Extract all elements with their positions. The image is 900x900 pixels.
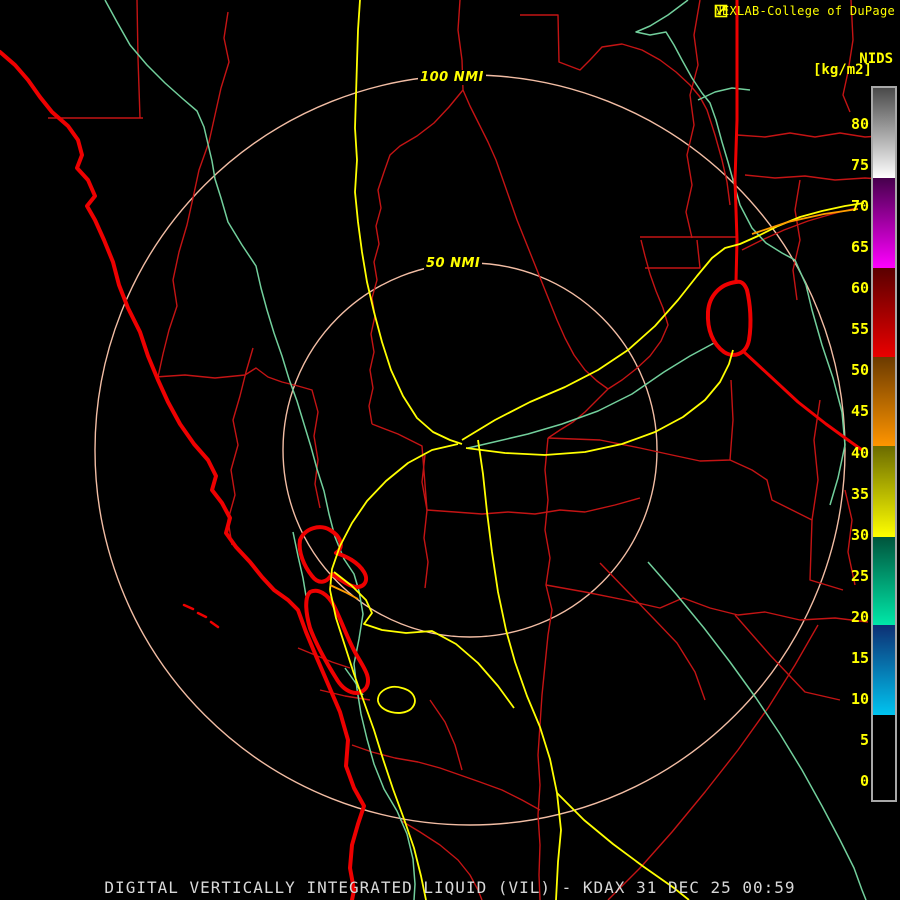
colorbar-segment [873,715,895,800]
range-ring-100nmi [94,74,846,826]
colorbar-tick: 70 [850,197,869,216]
state-border [733,0,739,284]
lake-tahoe [705,279,753,357]
colorbar-segment [873,445,895,537]
colorbar-tick: 45 [850,402,869,421]
product-caption: DIGITAL VERTICALLY INTEGRATED LIQUID (VI… [104,878,796,897]
colorbar-tick: 0 [859,772,869,790]
range-rings [94,74,846,826]
colorbar-tick: 60 [850,279,869,298]
brand-header: NEXLAB-College of DuPage [714,4,895,18]
county-boundaries [48,0,896,900]
colorbar-tick: 80 [850,115,869,133]
pacific-coastline [0,50,366,900]
colorbar-tick: 25 [850,566,869,585]
colorbar-tick: 50 [850,361,869,380]
colorbar-tick: 10 [850,689,869,708]
colorbar-segment [873,357,895,446]
colorbar-tick: 40 [850,443,869,462]
range-ring-label-50nmi: 50 NMI [424,256,482,271]
colorbar-tick: 65 [850,238,869,257]
vil-colorbar [871,85,897,802]
colorbar-segment [873,624,895,716]
san-francisco-bay [297,525,369,589]
colorbar-segment [873,268,895,358]
highways [329,0,865,900]
colorbar-segment [873,536,895,625]
brand-text: NEXLAB-College of DuPage [714,4,895,18]
state-border-diagonal [742,350,864,452]
colorbar-segment [873,178,895,269]
islands [182,603,220,629]
colorbar-tick: 15 [850,648,869,667]
colorbar-tick: 5 [859,730,869,749]
rivers [104,0,867,900]
cod-logo-icon [715,4,728,18]
scale-units-label: [kg/m2] [812,62,872,78]
colorbar-tick: 75 [850,156,869,175]
range-ring-label-100nmi: 100 NMI [418,70,486,85]
colorbar-tick: 20 [850,607,869,626]
colorbar-tick: 30 [850,525,869,544]
colorbar-tick: 35 [850,484,869,503]
state-border-and-coastline [0,0,864,900]
colorbar-tick: 55 [850,320,869,339]
colorbar-segment [873,87,895,179]
scale-name-label: NIDS [859,51,893,67]
